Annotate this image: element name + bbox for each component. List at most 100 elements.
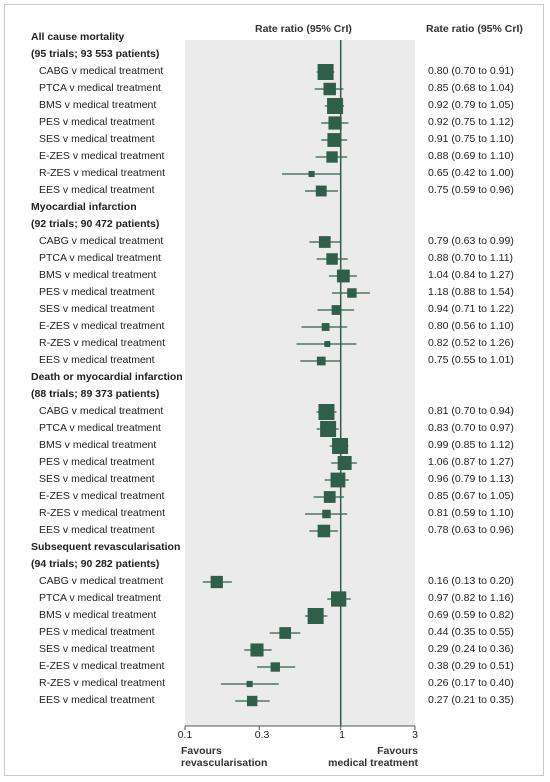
rate-ratio-value: 0.27 (0.21 to 0.35) <box>428 694 514 706</box>
comparison-label: BMS v medical treatment <box>39 99 157 111</box>
point-estimate <box>250 643 264 657</box>
group-subtitle: (92 trials; 90 472 patients) <box>31 218 160 230</box>
rate-ratio-value: 0.38 (0.29 to 0.51) <box>428 660 514 672</box>
point-estimate <box>279 627 292 639</box>
rate-ratio-value: 0.80 (0.70 to 0.91) <box>428 65 514 77</box>
rate-ratio-value: 0.16 (0.13 to 0.20) <box>428 575 514 587</box>
comparison-label: BMS v medical treatment <box>39 439 157 451</box>
group-title: Myocardial infarction <box>31 201 137 213</box>
rate-ratio-value: 0.97 (0.82 to 1.16) <box>428 592 514 604</box>
comparison-label: E-ZES v medical treatment <box>39 150 165 162</box>
comparison-label: CABG v medical treatment <box>39 65 164 77</box>
rate-ratio-value: 0.83 (0.70 to 0.97) <box>428 422 514 434</box>
comparison-label: EES v medical treatment <box>39 524 155 536</box>
point-estimate <box>331 305 342 315</box>
point-estimate <box>327 133 342 147</box>
point-estimate <box>326 151 338 163</box>
comparison-label: PES v medical treatment <box>39 286 155 298</box>
plot-panel <box>185 40 415 726</box>
point-estimate <box>308 170 315 178</box>
rate-ratio-value: 0.88 (0.69 to 1.10) <box>428 150 514 162</box>
comparison-label: SES v medical treatment <box>39 133 155 145</box>
comparison-label: R-ZES v medical treatment <box>39 677 166 689</box>
point-estimate <box>318 236 331 248</box>
comparison-label: EES v medical treatment <box>39 694 155 706</box>
point-estimate <box>331 591 347 607</box>
comparison-label: PTCA v medical treatment <box>39 82 161 94</box>
point-estimate <box>210 575 223 589</box>
value-column-header: Rate ratio (95% CrI) <box>426 23 523 35</box>
x-tick-label: 0.3 <box>254 729 270 741</box>
group-subtitle: (95 trials; 93 553 patients) <box>31 48 160 60</box>
x-tick-label: 1 <box>339 729 345 741</box>
rate-ratio-value: 0.75 (0.55 to 1.01) <box>428 354 514 366</box>
point-estimate <box>320 421 337 437</box>
point-estimate <box>324 341 331 347</box>
rate-ratio-value: 0.69 (0.59 to 0.82) <box>428 609 514 621</box>
rate-ratio-value: 0.81 (0.70 to 0.94) <box>428 405 514 417</box>
rate-ratio-value: 0.92 (0.75 to 1.12) <box>428 116 514 128</box>
point-estimate <box>315 185 327 197</box>
rate-ratio-value: 0.85 (0.68 to 1.04) <box>428 82 514 94</box>
point-estimate <box>316 356 326 366</box>
group-subtitle: (88 trials; 89 373 patients) <box>31 388 160 400</box>
rate-ratio-value: 0.92 (0.79 to 1.05) <box>428 99 514 111</box>
rate-ratio-value: 0.85 (0.67 to 1.05) <box>428 490 514 502</box>
rate-ratio-value: 0.26 (0.17 to 0.40) <box>428 677 514 689</box>
rate-ratio-value: 0.88 (0.70 to 1.11) <box>428 252 514 264</box>
point-estimate <box>317 524 331 538</box>
comparison-label: PTCA v medical treatment <box>39 592 161 604</box>
comparison-label: EES v medical treatment <box>39 184 155 196</box>
comparison-label: BMS v medical treatment <box>39 609 157 621</box>
favours-right-label: Favours medical treatment <box>328 745 418 769</box>
point-estimate <box>246 680 253 688</box>
rate-ratio-value: 0.80 (0.56 to 1.10) <box>428 320 514 332</box>
point-estimate <box>322 509 331 519</box>
favours-left-line: revascularisation <box>181 757 268 769</box>
rate-ratio-value: 0.78 (0.63 to 0.96) <box>428 524 514 536</box>
favours-right-line: Favours <box>377 745 418 757</box>
comparison-label: SES v medical treatment <box>39 303 155 315</box>
group-title: Death or myocardial infarction <box>31 371 183 383</box>
comparison-label: E-ZES v medical treatment <box>39 660 165 672</box>
point-estimate <box>318 404 335 420</box>
point-estimate <box>321 323 330 331</box>
comparison-label: R-ZES v medical treatment <box>39 507 166 519</box>
rate-ratio-value: 0.44 (0.35 to 0.55) <box>428 626 514 638</box>
x-tick-label: 0.1 <box>177 729 193 741</box>
comparison-label: R-ZES v medical treatment <box>39 167 166 179</box>
plot-column-header: Rate ratio (95% CrI) <box>255 23 352 35</box>
point-estimate <box>326 253 338 265</box>
group-title: All cause mortality <box>31 31 125 43</box>
comparison-label: E-ZES v medical treatment <box>39 490 165 502</box>
favours-right-line: medical treatment <box>328 757 418 769</box>
comparison-label: CABG v medical treatment <box>39 575 164 587</box>
point-estimate <box>337 455 352 471</box>
rate-ratio-value: 0.91 (0.75 to 1.10) <box>428 133 514 145</box>
rate-ratio-value: 0.29 (0.24 to 0.36) <box>428 643 514 655</box>
point-estimate <box>330 472 346 488</box>
comparison-label: PES v medical treatment <box>39 116 155 128</box>
rate-ratio-value: 1.18 (0.88 to 1.54) <box>428 286 514 298</box>
comparison-label: BMS v medical treatment <box>39 269 157 281</box>
point-estimate <box>347 288 357 298</box>
point-estimate <box>307 608 324 624</box>
group-subtitle: (94 trials; 90 282 patients) <box>31 558 160 570</box>
comparison-label: CABG v medical treatment <box>39 405 164 417</box>
rate-ratio-value: 0.75 (0.59 to 0.96) <box>428 184 514 196</box>
point-estimate <box>246 695 258 707</box>
point-estimate <box>323 491 336 503</box>
comparison-label: PTCA v medical treatment <box>39 252 161 264</box>
rate-ratio-value: 1.06 (0.87 to 1.27) <box>428 456 514 468</box>
comparison-label: EES v medical treatment <box>39 354 155 366</box>
comparison-label: SES v medical treatment <box>39 643 155 655</box>
point-estimate <box>332 438 349 454</box>
rate-ratio-value: 0.65 (0.42 to 1.00) <box>428 167 514 179</box>
rate-ratio-value: 0.81 (0.59 to 1.10) <box>428 507 514 519</box>
comparison-label: PES v medical treatment <box>39 456 155 468</box>
rate-ratio-value: 0.94 (0.71 to 1.22) <box>428 303 514 315</box>
comparison-label: SES v medical treatment <box>39 473 155 485</box>
point-estimate <box>270 662 280 672</box>
favours-left-label: Favours revascularisation <box>181 745 267 769</box>
